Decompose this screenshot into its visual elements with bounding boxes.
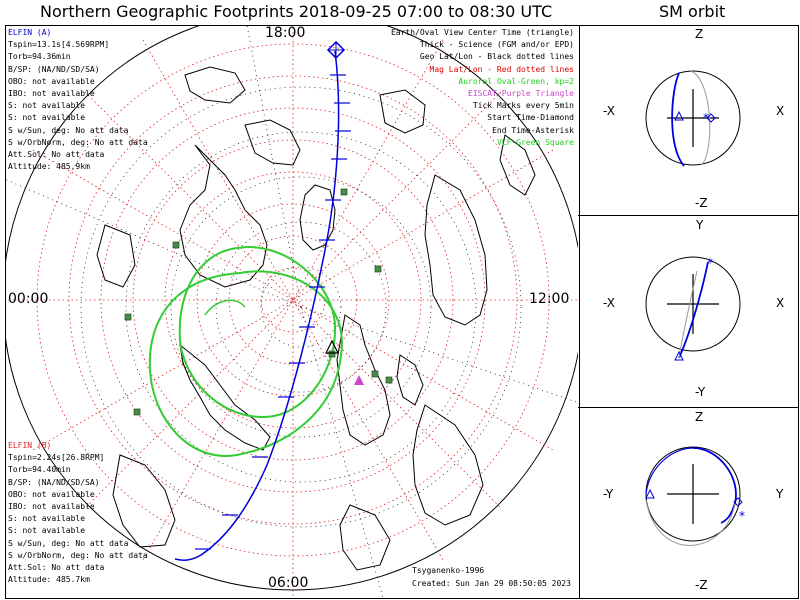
sat-a-line: S: not available [8,101,86,111]
panel3-right-label: Y [776,487,784,501]
sat-a-line: S: not available [8,113,86,123]
sat-b-line: OBO: not available [8,489,95,499]
sat-a-header: ELFIN (A) [8,28,52,37]
panel1-bottom-label: -Z [695,196,708,210]
coastlines [96,66,536,571]
panel2-right-label: X [776,296,785,310]
sat-a-info: ELFIN (A) Tspin=13.1s[4.569RPM] Torb=94.… [8,27,148,173]
sat-b-line: B/SP: (NA/ND/SD/SA) [8,477,100,487]
credit-created: Created: Sun Jan 29 08:50:05 2023 [412,579,571,588]
time-label-right: 12:00 [529,291,570,307]
legend-item: Mag Lat/Lon - Red dotted lines [429,64,575,74]
geo-lat-grid [5,25,578,597]
sat-b-info: ELFIN (B) Tspin=2.24s[26.8RPM] Torb=94.4… [8,440,148,586]
time-label-left: 00:00 [8,291,49,307]
track-ticks [195,74,351,550]
panel-divider [578,215,799,216]
sat-b-line: S: not available [8,526,86,536]
map-frame [5,25,580,599]
time-label-bottom: 06:00 [268,575,309,591]
panel-divider [578,407,799,408]
svg-text:*: * [703,111,709,125]
svg-text:*: * [707,256,713,270]
sat-a-line: Torb=94.36min [8,52,71,62]
sat-a-line: OBO: not available [8,76,95,86]
credit-author: Tsyganenko-1996 [412,566,485,575]
sat-a-line: S w/OrbNorm, deg: No att data [8,137,148,147]
page-title: Northern Geographic Footprints 2018-09-2… [40,2,553,21]
legend-item: Auroral Oval-Green, kp=2 [458,76,574,86]
orbit-title: SM orbit [659,2,726,21]
sat-b-line: IBO: not available [8,502,95,512]
sat-a-line: Tspin=13.1s[4.569RPM] [8,40,110,50]
sat-a-line: Altitude: 485.9km [8,162,90,172]
panel2-top-label: Y [696,218,704,232]
sat-b-header: ELFIN (B) [8,441,52,450]
panel2-left-label: -X [603,296,615,310]
orbit-panels-frame [578,25,799,599]
panel3-top-label: Z [695,410,704,424]
legend: Earth/Oval View Center Time (triangle) T… [390,27,574,149]
panel1-left-label: -X [603,104,615,118]
sat-b-line: S w/OrbNorm, deg: No att data [8,550,148,560]
legend-item: VLF-Green Square [496,137,574,147]
legend-item: Earth/Oval View Center Time (triangle) [390,28,574,37]
sat-b-line: Altitude: 485.7km [8,575,90,585]
orbit-panel-xz: * [645,70,741,167]
panel2-bottom-label: -Y [695,385,706,399]
footprint-map [5,25,578,597]
legend-item: Start Time-Diamond [487,113,574,123]
svg-text:*: * [739,509,745,523]
sat-a-line: Att.Sol: No att data [8,150,105,160]
satellite-track [174,50,340,561]
time-label-top: 18:00 [265,25,306,41]
sat-b-line: Torb=94.40min [8,465,71,475]
sat-b-line: Att.Sol: No att data [8,563,105,573]
legend-item: Thick - Science (FGM and/or EPD) [419,40,574,50]
legend-item: End Time-Asterisk [492,125,574,135]
eiscat-triangle-icon [354,375,364,385]
panel3-left-label: -Y [603,487,614,501]
sat-b-line: S: not available [8,514,86,524]
sat-b-line: S w/Sun, deg: No att data [8,538,129,548]
view-center-triangle-icon [325,339,339,354]
sat-a-line: B/SP: (NA/ND/SD/SA) [8,64,100,74]
legend-item: Tick Marks every 5min [472,101,574,111]
sat-a-line: IBO: not available [8,89,95,99]
legend-item: Geo Lat/Lon - Black dotted lines [419,52,574,62]
vlf-square-icon [124,188,393,416]
orbit-panel-xy: * [645,256,741,361]
start-diamond-icon [326,40,346,60]
auroral-oval [148,246,343,457]
sat-a-line: S w/Sun, deg: No att data [8,125,129,135]
sat-b-line: Tspin=2.24s[26.8RPM] [8,453,105,463]
panel3-bottom-label: -Z [695,578,708,592]
panel1-top-label: Z [695,27,704,41]
orbit-panel-yz: * [645,446,745,546]
panel1-right-label: X [776,104,785,118]
legend-item: EISCAT-Purple Triangle [468,89,574,99]
